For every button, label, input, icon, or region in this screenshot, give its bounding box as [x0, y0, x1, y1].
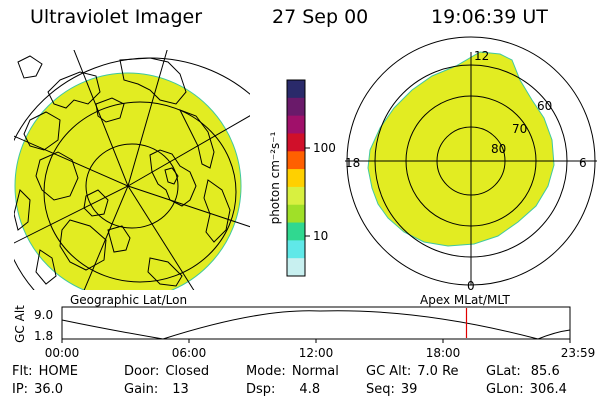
colorbar-unit-label: photon cm⁻²s⁻¹ [268, 131, 282, 224]
mlt-label-0: 0 [467, 279, 475, 293]
colorbar-tick-label-100: 100 [313, 141, 336, 155]
colorbar-tick-label-10: 10 [313, 229, 328, 243]
colorbar-stripe [287, 80, 305, 99]
image-title: Ultraviolet Imager [30, 6, 203, 28]
apex-grid [345, 36, 597, 286]
altitude-axis-label: GC Alt [13, 305, 27, 343]
apex-emission-region [367, 51, 555, 247]
altitude-x-tick-1: 06:00 [172, 346, 207, 360]
apex-map: 12 18 6 0 60 70 80 [345, 36, 597, 293]
altitude-x-ticks [61, 339, 571, 343]
altitude-x-tick-0: 00:00 [45, 346, 80, 360]
status-gain: Gain: 13 [124, 382, 189, 397]
altitude-y-tick-max: 9.0 [34, 308, 53, 322]
altitude-plot: 9.0 1.8 GC Alt 00:00 06:00 12:00 18:00 2… [13, 305, 595, 360]
observation-time: 19:06:39 UT [431, 6, 548, 28]
mlt-label-18: 18 [345, 156, 360, 170]
status-glon: GLon: 306.4 [486, 382, 567, 397]
mlat-label-70: 70 [512, 122, 527, 136]
geographic-grid [14, 50, 250, 290]
geographic-emission-disk [14, 72, 242, 290]
colorbar: 100 10 photon cm⁻²s⁻¹ [268, 79, 336, 277]
status-ip: IP: 36.0 [12, 382, 64, 397]
mlat-label-80: 80 [491, 142, 506, 156]
colorbar-stripe [287, 258, 305, 277]
status-glat: GLat: 85.6 [486, 364, 560, 379]
colorbar-stripe [287, 222, 305, 241]
colorbar-frame [286, 79, 306, 277]
colorbar-stripe [287, 186, 305, 206]
altitude-y-tick-min: 1.8 [34, 329, 53, 343]
colorbar-stripe [287, 97, 305, 117]
altitude-x-tick-2: 12:00 [299, 346, 334, 360]
geographic-map [14, 50, 250, 290]
altitude-x-tick-3: 18:00 [426, 346, 461, 360]
colorbar-stripe [287, 133, 305, 152]
mlt-label-6: 6 [579, 156, 587, 170]
colorbar-stripe [287, 115, 305, 134]
status-dsp: Dsp: 4.8 [246, 382, 321, 397]
observation-date: 27 Sep 00 [272, 6, 369, 28]
geographic-label: Geographic Lat/Lon [70, 293, 187, 307]
altitude-curve [61, 310, 571, 340]
apex-label: Apex MLat/MLT [420, 293, 510, 307]
colorbar-stripe [287, 151, 305, 170]
colorbar-stripe [287, 204, 305, 224]
status-mode: Mode: Normal [246, 364, 339, 379]
coastlines [14, 55, 231, 287]
altitude-x-tick-4: 23:59 [561, 346, 596, 360]
mlt-label-12: 12 [474, 49, 489, 63]
status-gc-alt: GC Alt: 7.0 Re [366, 364, 459, 379]
status-flt: Flt: HOME [12, 364, 79, 379]
status-seq: Seq: 39 [366, 382, 418, 397]
colorbar-stripe [287, 240, 305, 259]
colorbar-stripe [287, 169, 305, 188]
status-door: Door: Closed [124, 364, 210, 379]
colorbar-gradient [287, 80, 305, 277]
mlat-label-60: 60 [537, 99, 552, 113]
